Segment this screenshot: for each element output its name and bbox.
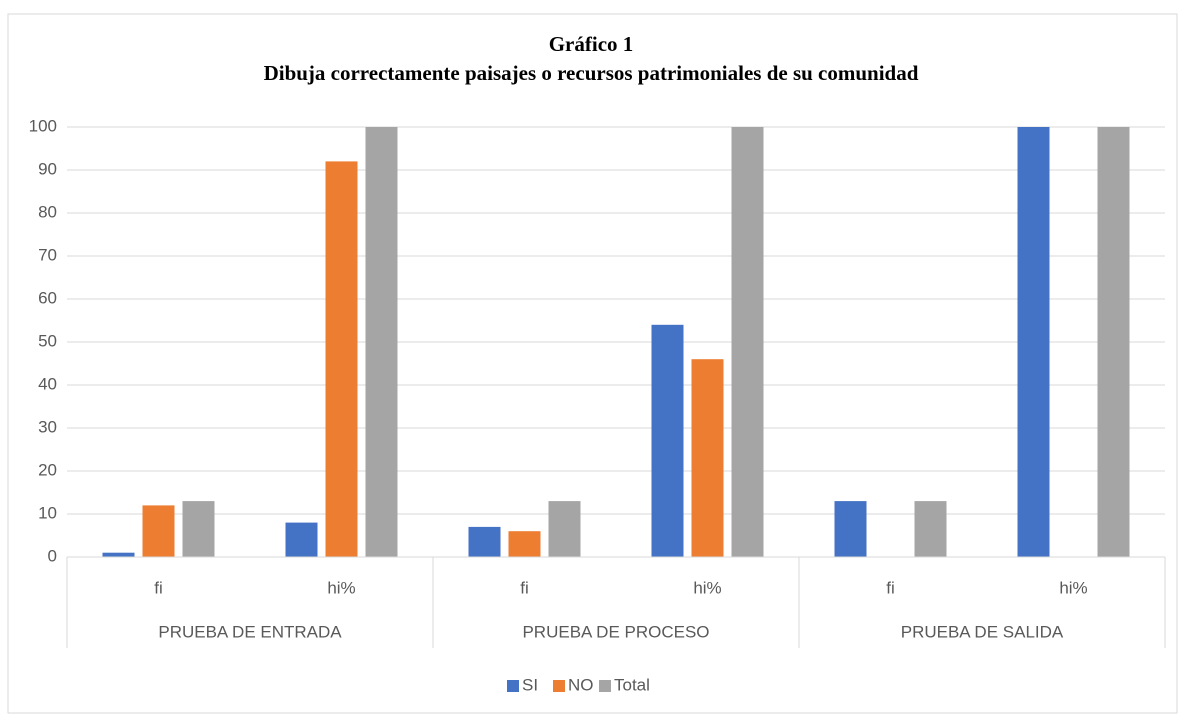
bar xyxy=(102,552,135,557)
y-tick-label: 10 xyxy=(38,503,57,522)
bar xyxy=(1017,127,1050,557)
legend-swatch xyxy=(507,680,519,692)
y-tick-label: 80 xyxy=(38,202,57,221)
y-tick-label: 90 xyxy=(38,159,57,178)
bar xyxy=(1097,127,1130,557)
bar xyxy=(914,501,947,557)
x-tick-label: fi xyxy=(154,578,163,597)
legend-swatch xyxy=(599,680,611,692)
bar xyxy=(468,526,501,557)
chart-title: Gráfico 1 xyxy=(549,32,634,56)
y-tick-label: 50 xyxy=(38,331,57,350)
bar xyxy=(285,522,318,557)
y-tick-label: 100 xyxy=(29,116,57,135)
legend-swatch xyxy=(553,680,565,692)
y-tick-label: 70 xyxy=(38,245,57,264)
group-label: PRUEBA DE PROCESO xyxy=(522,622,709,641)
y-tick-label: 0 xyxy=(48,546,57,565)
chart-subtitle: Dibuja correctamente paisajes o recursos… xyxy=(264,61,919,85)
y-tick-label: 60 xyxy=(38,288,57,307)
x-tick-label: fi xyxy=(886,578,895,597)
x-tick-label: fi xyxy=(520,578,529,597)
y-tick-label: 30 xyxy=(38,417,57,436)
bar xyxy=(731,127,764,557)
legend-label: SI xyxy=(522,675,538,694)
group-label: PRUEBA DE SALIDA xyxy=(901,622,1064,641)
bar xyxy=(182,501,215,557)
legend-label: Total xyxy=(614,675,650,694)
x-tick-label: hi% xyxy=(1059,578,1087,597)
group-label: PRUEBA DE ENTRADA xyxy=(158,622,342,641)
bar xyxy=(651,324,684,557)
bar xyxy=(691,359,724,557)
y-tick-label: 40 xyxy=(38,374,57,393)
bar xyxy=(548,501,581,557)
x-tick-label: hi% xyxy=(693,578,721,597)
bar xyxy=(365,127,398,557)
x-tick-label: hi% xyxy=(327,578,355,597)
bar xyxy=(142,505,175,557)
bar xyxy=(834,501,867,557)
bar xyxy=(325,161,358,557)
bar xyxy=(508,531,541,557)
legend-label: NO xyxy=(568,675,594,694)
chart-frame xyxy=(7,13,1178,714)
y-tick-label: 20 xyxy=(38,460,57,479)
